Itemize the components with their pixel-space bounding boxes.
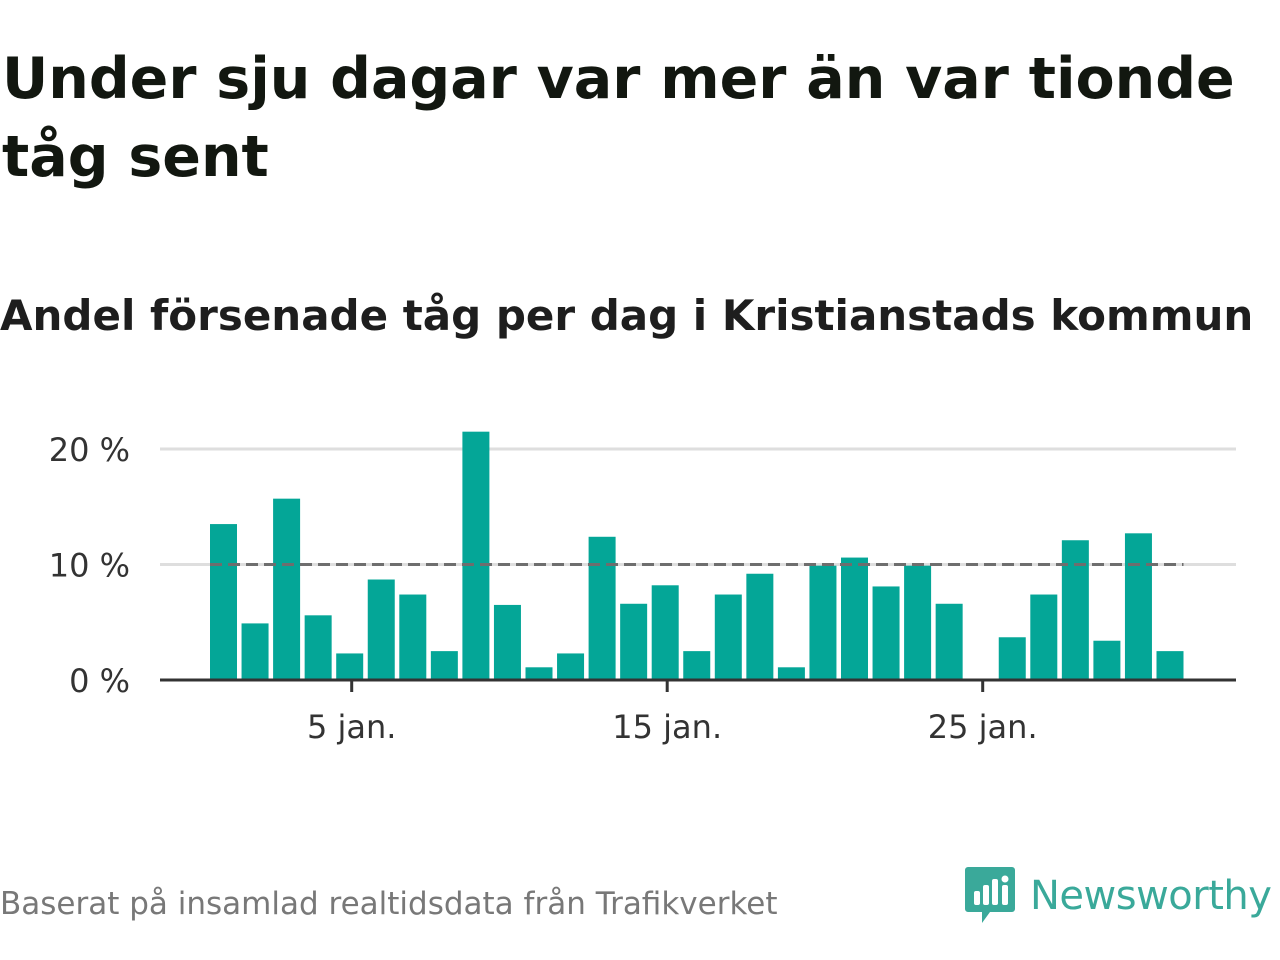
bar: [462, 431, 490, 680]
bar: [1156, 651, 1184, 680]
bar: [588, 536, 616, 680]
bar: [998, 637, 1026, 680]
bar: [714, 594, 742, 680]
bar: [620, 603, 648, 680]
bar: [210, 524, 237, 680]
bar: [683, 651, 711, 680]
bar: [1030, 594, 1058, 680]
bar: [1093, 640, 1121, 680]
y-tick-label: 0 %: [69, 662, 130, 700]
bar: [399, 594, 427, 680]
chart-title: Under sju dagar var mer än var tionde tå…: [2, 46, 1235, 190]
x-tick-label: 5 jan.: [307, 708, 396, 746]
y-tick-label: 20 %: [49, 431, 130, 469]
bar: [1061, 540, 1089, 680]
chart-subtitle: Andel försenade tåg per dag i Kristianst…: [0, 291, 1254, 340]
bar: [430, 651, 458, 680]
bar: [746, 573, 774, 680]
bar: [1124, 533, 1152, 680]
bar: [336, 653, 364, 680]
x-tick-label: 15 jan.: [612, 708, 722, 746]
bar: [809, 565, 837, 680]
bar: [525, 667, 553, 680]
x-tick-label: 25 jan.: [928, 708, 1038, 746]
bar: [557, 653, 585, 680]
bar: [904, 565, 932, 680]
newsworthy-logo-icon: [965, 867, 1015, 923]
bar: [493, 604, 521, 680]
bar: [841, 557, 868, 680]
bar: [935, 603, 963, 680]
bar: [241, 623, 269, 680]
newsworthy-logo[interactable]: Newsworthy: [964, 864, 1272, 928]
bar-chart: 0 % 10 % 20 % 5 jan. 15 jan. 25 jan.: [49, 431, 1236, 746]
bar: [273, 498, 301, 680]
bar: [651, 585, 679, 680]
y-tick-label: 10 %: [49, 547, 130, 585]
bar: [872, 586, 900, 680]
bar: [304, 615, 332, 680]
bar: [777, 667, 805, 680]
source-note: Baserat på insamlad realtidsdata från Tr…: [0, 886, 778, 922]
bar: [367, 579, 395, 680]
newsworthy-logo-text: Newsworthy: [1030, 873, 1272, 919]
